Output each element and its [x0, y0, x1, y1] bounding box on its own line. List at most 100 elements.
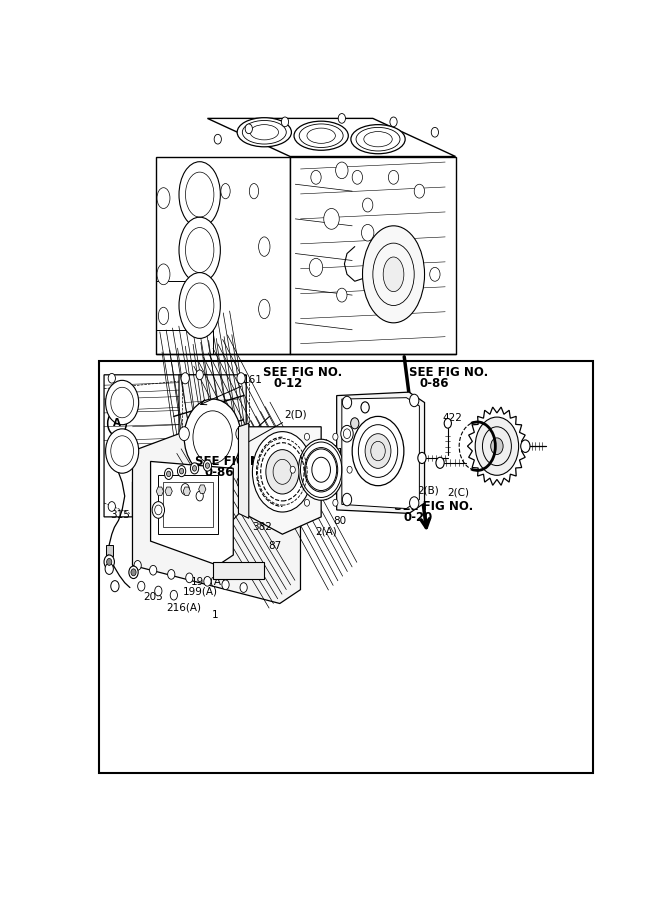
Polygon shape — [104, 374, 207, 517]
Ellipse shape — [157, 188, 170, 209]
Circle shape — [237, 477, 245, 488]
Polygon shape — [342, 398, 420, 508]
Ellipse shape — [259, 237, 270, 256]
Circle shape — [352, 170, 363, 184]
Circle shape — [165, 468, 173, 480]
Circle shape — [184, 399, 241, 475]
Circle shape — [338, 113, 346, 123]
Polygon shape — [239, 423, 249, 518]
Circle shape — [432, 128, 438, 137]
Ellipse shape — [351, 124, 405, 154]
Text: 2(C): 2(C) — [447, 488, 469, 498]
Text: 216(A): 216(A) — [166, 603, 201, 613]
Circle shape — [105, 563, 113, 574]
Text: 199(A): 199(A) — [191, 576, 226, 586]
Circle shape — [304, 433, 309, 440]
Polygon shape — [243, 427, 321, 535]
Ellipse shape — [158, 307, 169, 325]
Circle shape — [410, 497, 419, 509]
Circle shape — [137, 581, 145, 591]
Ellipse shape — [157, 264, 170, 284]
Circle shape — [363, 198, 373, 212]
Text: 0-12: 0-12 — [273, 377, 303, 391]
Circle shape — [111, 580, 119, 591]
Polygon shape — [207, 119, 456, 157]
Circle shape — [309, 258, 323, 276]
Circle shape — [245, 124, 252, 133]
Bar — [106, 545, 113, 556]
Circle shape — [333, 433, 338, 440]
Circle shape — [155, 586, 162, 596]
Circle shape — [177, 465, 185, 477]
Circle shape — [333, 500, 338, 506]
Circle shape — [170, 590, 177, 600]
Ellipse shape — [179, 273, 220, 338]
Circle shape — [237, 373, 245, 383]
Circle shape — [430, 267, 440, 281]
Circle shape — [521, 440, 530, 453]
Text: 422: 422 — [443, 413, 462, 423]
Circle shape — [365, 434, 391, 468]
Circle shape — [190, 463, 199, 474]
Circle shape — [104, 555, 115, 569]
Circle shape — [475, 417, 519, 475]
Text: 2(A): 2(A) — [315, 526, 337, 536]
Text: 0-20: 0-20 — [404, 511, 433, 524]
Circle shape — [281, 117, 289, 127]
Polygon shape — [468, 407, 526, 485]
Text: 15(B): 15(B) — [347, 437, 376, 447]
Circle shape — [167, 471, 171, 477]
Circle shape — [214, 134, 221, 144]
Text: 315: 315 — [110, 510, 130, 520]
Circle shape — [347, 466, 352, 473]
Ellipse shape — [249, 184, 259, 199]
Text: 199(A): 199(A) — [183, 587, 217, 597]
Bar — [163, 482, 213, 527]
Text: 161: 161 — [243, 375, 262, 385]
Circle shape — [444, 418, 452, 428]
Circle shape — [105, 381, 139, 425]
Circle shape — [418, 453, 426, 464]
Text: 378: 378 — [474, 437, 494, 447]
Ellipse shape — [221, 184, 230, 199]
Circle shape — [108, 501, 115, 511]
Text: 2(B): 2(B) — [417, 485, 438, 496]
Circle shape — [204, 577, 211, 586]
Circle shape — [179, 468, 183, 474]
Polygon shape — [179, 374, 246, 513]
Text: 382: 382 — [252, 522, 271, 532]
Circle shape — [149, 565, 157, 575]
Text: 15(A): 15(A) — [337, 447, 365, 457]
Bar — [99, 361, 592, 773]
Text: 2(D): 2(D) — [284, 410, 307, 419]
Circle shape — [388, 170, 399, 184]
Text: SEE FIG NO.: SEE FIG NO. — [394, 500, 473, 513]
Circle shape — [203, 460, 211, 471]
Bar — [213, 562, 264, 580]
Circle shape — [179, 427, 189, 441]
Circle shape — [410, 394, 419, 407]
Text: 87: 87 — [268, 541, 281, 551]
Polygon shape — [156, 157, 290, 354]
Circle shape — [290, 466, 295, 473]
Circle shape — [236, 427, 246, 441]
Text: A: A — [113, 418, 121, 428]
Circle shape — [105, 429, 139, 473]
Circle shape — [403, 238, 416, 255]
Circle shape — [298, 439, 344, 500]
Circle shape — [181, 483, 189, 495]
Polygon shape — [337, 392, 425, 513]
Circle shape — [193, 465, 197, 471]
Text: 158(B): 158(B) — [356, 488, 392, 498]
Ellipse shape — [259, 300, 270, 319]
Polygon shape — [156, 487, 163, 495]
Circle shape — [167, 570, 175, 580]
Circle shape — [107, 558, 112, 565]
Polygon shape — [290, 157, 456, 354]
Polygon shape — [183, 487, 190, 495]
Circle shape — [342, 493, 352, 506]
Circle shape — [390, 117, 397, 127]
Circle shape — [361, 401, 370, 413]
Ellipse shape — [363, 226, 425, 323]
Bar — [158, 475, 217, 535]
